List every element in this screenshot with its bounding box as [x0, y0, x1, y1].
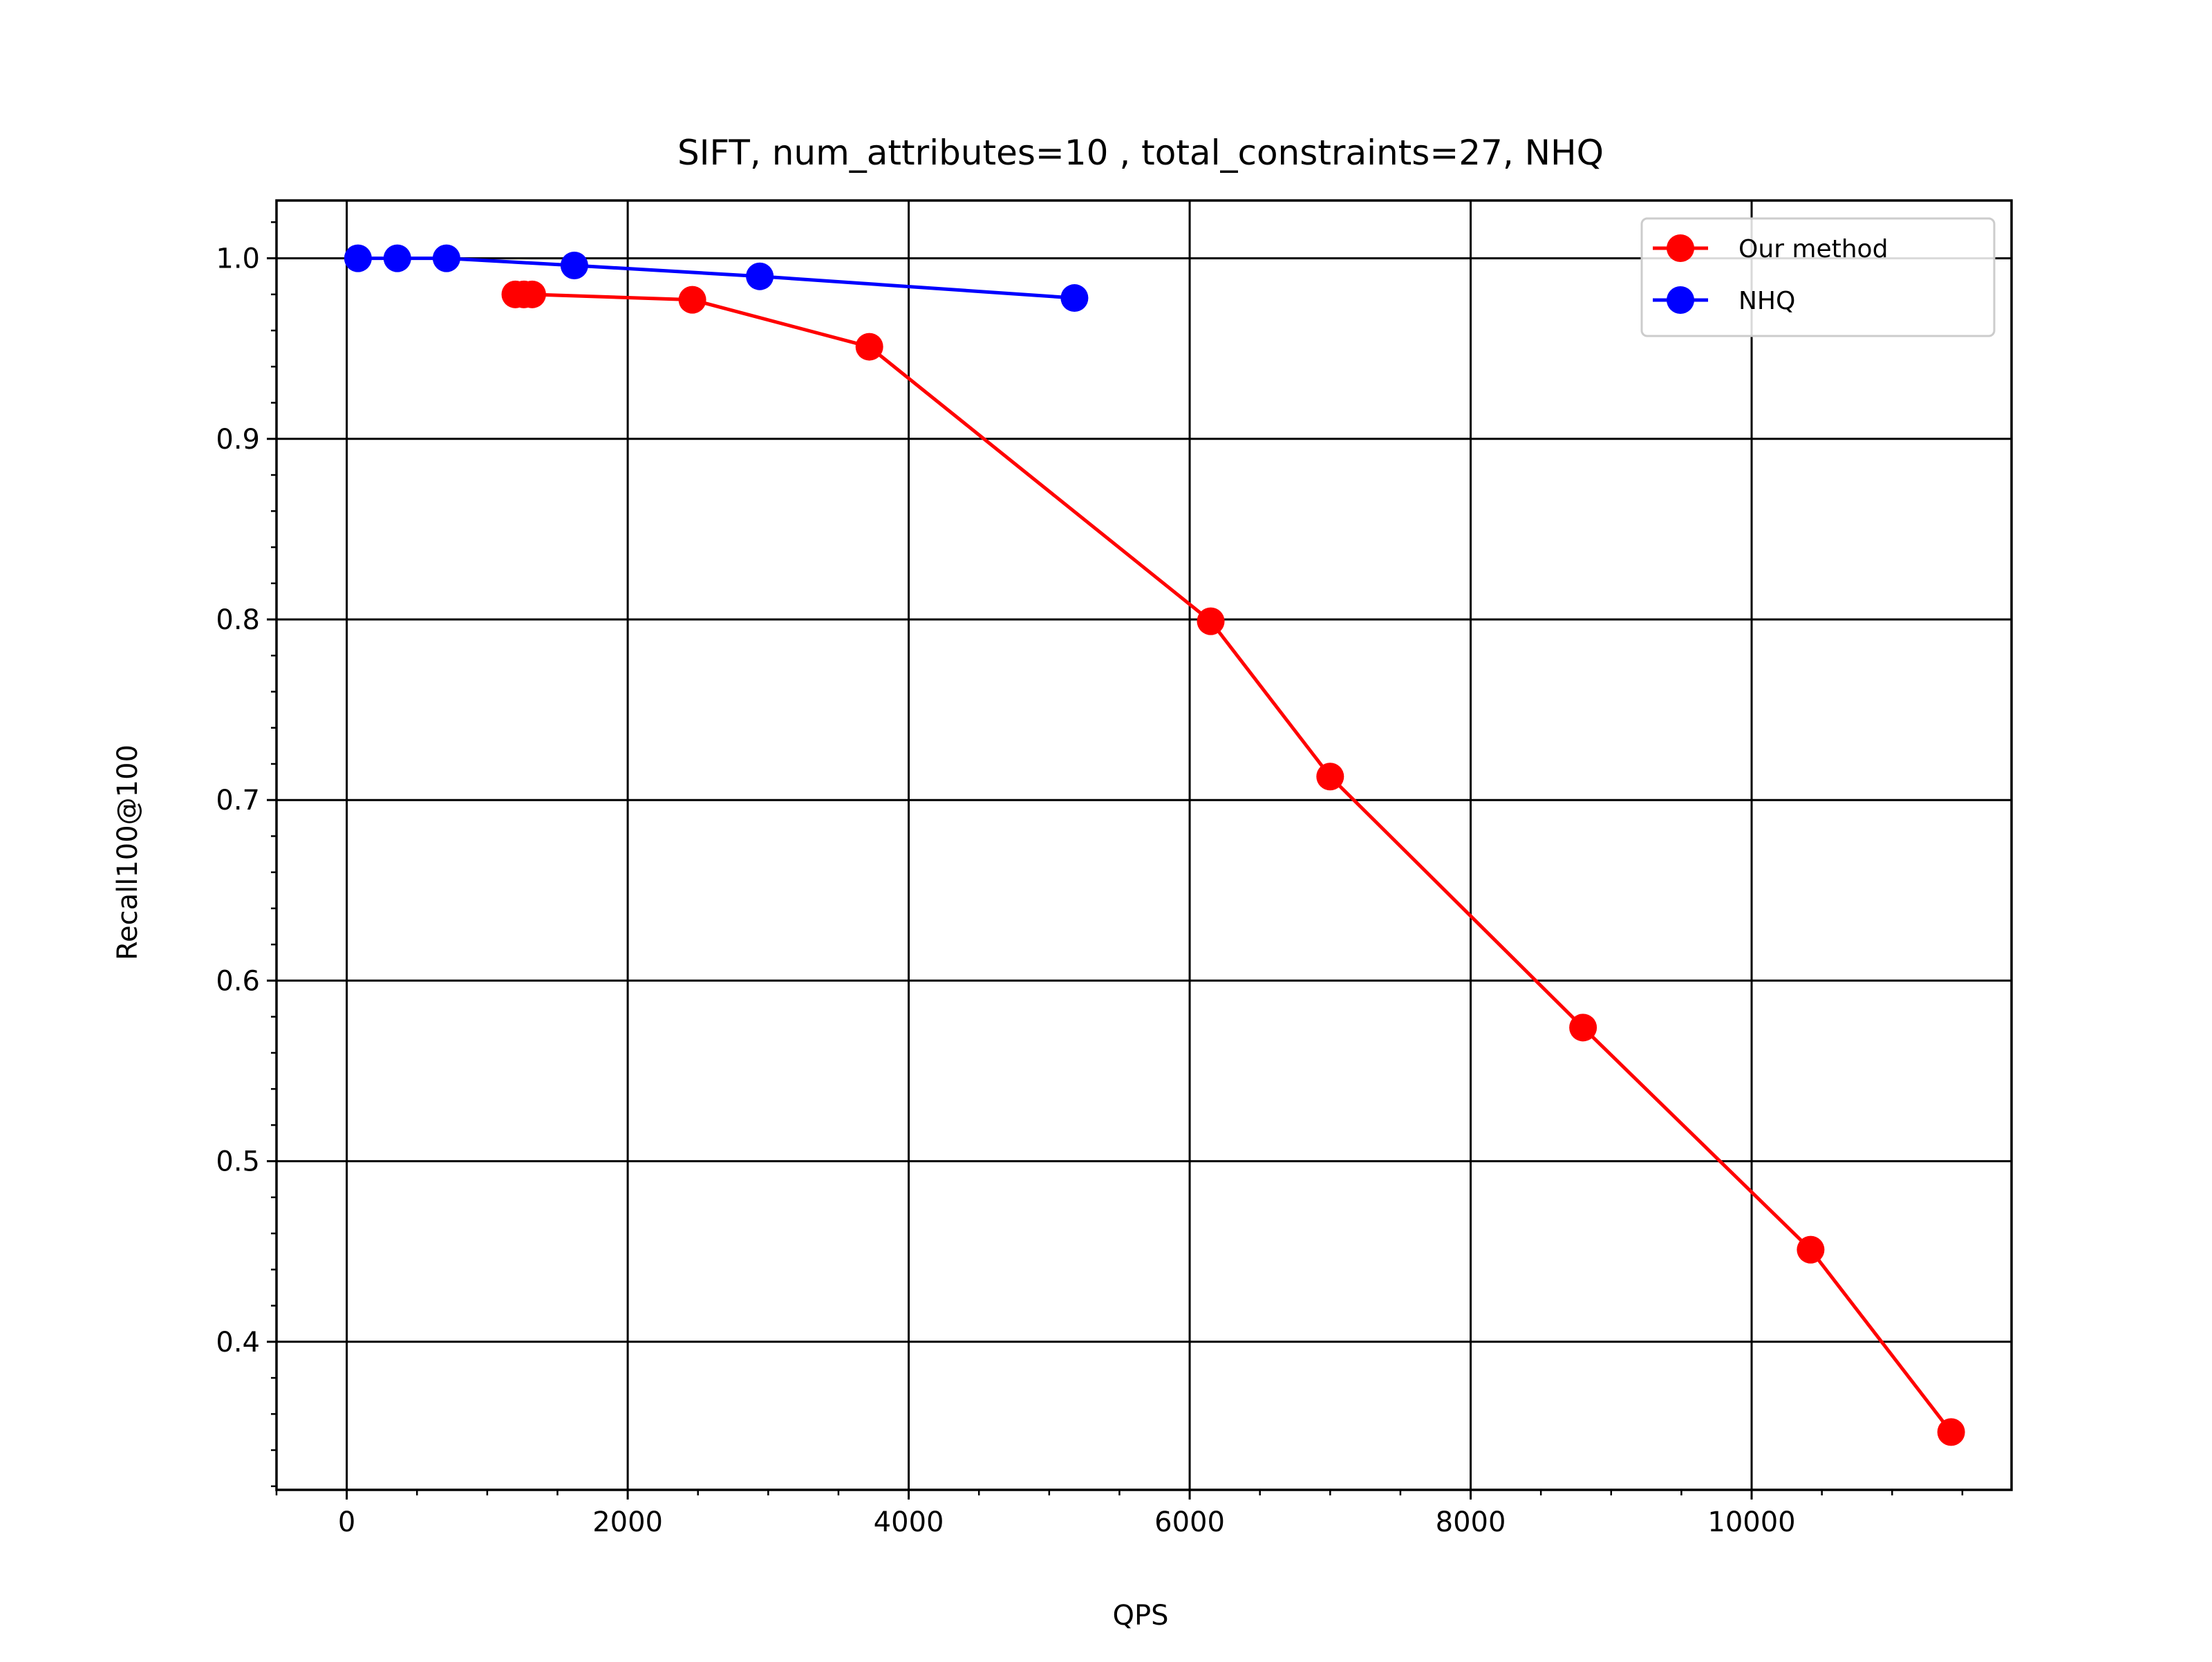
- x-axis-label: QPS: [1113, 1600, 1169, 1632]
- series-our-method: [501, 280, 1965, 1446]
- data-point: [383, 244, 411, 272]
- y-tick-label: 1.0: [216, 243, 260, 275]
- data-point: [1197, 607, 1225, 635]
- legend-box: [1640, 217, 1996, 337]
- legend-label: NHQ: [1738, 287, 1795, 315]
- ticks: 0 2000 4000 6000 8000 10000 0.4 0.5 0.6 0.7 0.8 0.9…: [216, 221, 1964, 1538]
- legend-item: NHQ: [1653, 286, 1795, 315]
- y-tick-label: 0.9: [216, 424, 260, 456]
- chart-title: SIFT, num_attributes=10 , total_constrai…: [677, 133, 1604, 173]
- data-point: [432, 244, 460, 272]
- y-tick-label: 0.7: [216, 785, 260, 816]
- legend-label: Our method: [1738, 235, 1888, 263]
- data-point: [1060, 284, 1089, 312]
- data-point: [1316, 763, 1344, 791]
- x-tick-label: 8000: [1436, 1506, 1506, 1538]
- legend-item: Our method: [1653, 234, 1888, 263]
- grid: [276, 200, 2012, 1490]
- legend-marker: [1667, 234, 1694, 262]
- x-tick-label: 10000: [1707, 1506, 1795, 1538]
- data-point: [855, 333, 883, 361]
- legend-marker: [1667, 286, 1694, 314]
- legend: Our method NHQ: [1640, 217, 1996, 337]
- x-tick-label: 0: [338, 1506, 355, 1538]
- y-tick-label: 0.6: [216, 965, 260, 997]
- plot-frame: [275, 199, 2013, 1491]
- data-point: [344, 244, 372, 272]
- x-tick-label: 4000: [874, 1506, 944, 1538]
- data-point: [1797, 1235, 1825, 1264]
- series-nhq: [344, 244, 1089, 312]
- data-point: [560, 252, 588, 280]
- data-point: [746, 262, 774, 290]
- y-tick-label: 0.8: [216, 604, 260, 636]
- y-axis-label: Recall100@100: [112, 745, 144, 960]
- y-tick-label: 0.5: [216, 1146, 260, 1178]
- series-layer: [344, 244, 1965, 1446]
- y-tick-label: 0.4: [216, 1327, 260, 1358]
- data-point: [678, 286, 706, 314]
- data-point: [1937, 1418, 1965, 1446]
- data-point: [1569, 1014, 1597, 1042]
- x-tick-label: 6000: [1154, 1506, 1225, 1538]
- data-point: [518, 280, 546, 308]
- x-tick-label: 2000: [592, 1506, 663, 1538]
